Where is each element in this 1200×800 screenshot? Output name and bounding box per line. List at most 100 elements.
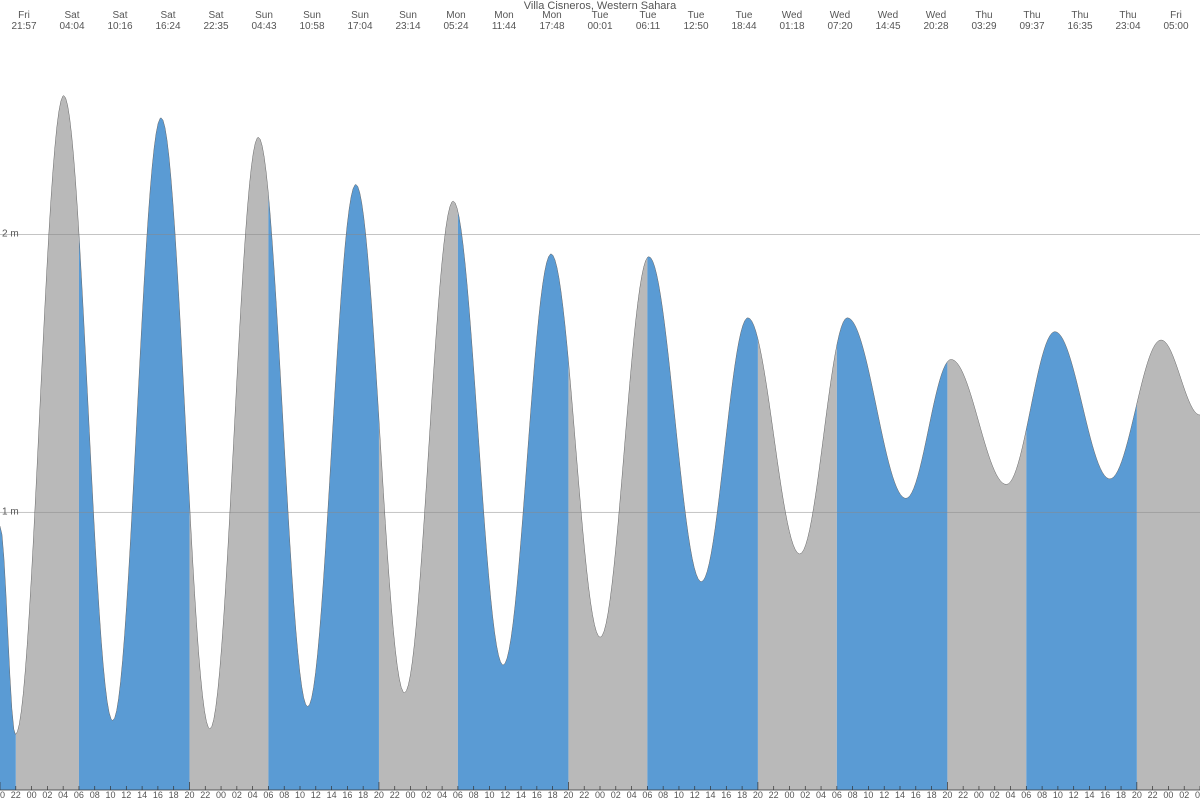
bottom-hour-label: 02 <box>1179 790 1189 800</box>
bottom-hour-label: 08 <box>279 790 289 800</box>
top-time-label: Mon05:24 <box>443 10 468 32</box>
bottom-hour-label: 18 <box>548 790 558 800</box>
bottom-hour-label: 04 <box>248 790 258 800</box>
bottom-hour-label: 18 <box>169 790 179 800</box>
bottom-hour-label: 20 <box>563 790 573 800</box>
bottom-hour-label: 20 <box>753 790 763 800</box>
bottom-hour-label: 16 <box>153 790 163 800</box>
bottom-hour-label: 08 <box>848 790 858 800</box>
top-time-label: Sat16:24 <box>155 10 180 32</box>
bottom-hour-label: 04 <box>1195 790 1200 800</box>
bottom-hour-label: 06 <box>642 790 652 800</box>
top-time-label: Fri05:00 <box>1163 10 1188 32</box>
bottom-hour-label: 08 <box>469 790 479 800</box>
bottom-hour-label: 14 <box>137 790 147 800</box>
bottom-hour-label: 02 <box>800 790 810 800</box>
bottom-hour-label: 02 <box>232 790 242 800</box>
top-time-label: Wed20:28 <box>923 10 948 32</box>
bottom-hour-label: 06 <box>1021 790 1031 800</box>
bottom-hour-label: 10 <box>106 790 116 800</box>
top-time-label: Sat10:16 <box>107 10 132 32</box>
bottom-hour-label: 18 <box>927 790 937 800</box>
bottom-hour-label: 08 <box>1037 790 1047 800</box>
bottom-hour-label: 04 <box>58 790 68 800</box>
bottom-hour-label: 12 <box>879 790 889 800</box>
bottom-hour-label: 22 <box>11 790 21 800</box>
bottom-hour-label: 06 <box>832 790 842 800</box>
bottom-hour-label: 02 <box>990 790 1000 800</box>
bottom-hour-label: 20 <box>1132 790 1142 800</box>
bottom-hour-label: 06 <box>453 790 463 800</box>
bottom-hour-label: 00 <box>216 790 226 800</box>
tide-chart: Villa Cisneros, Western Sahara Fri21:57S… <box>0 0 1200 800</box>
bottom-hour-label: 06 <box>74 790 84 800</box>
bottom-hour-label: 12 <box>121 790 131 800</box>
bottom-hour-label: 08 <box>90 790 100 800</box>
top-time-label: Wed14:45 <box>875 10 900 32</box>
bottom-hour-label: 00 <box>974 790 984 800</box>
bottom-hour-label: 08 <box>658 790 668 800</box>
bottom-hour-label: 20 <box>0 790 5 800</box>
bottom-hour-label: 22 <box>200 790 210 800</box>
bottom-hour-label: 02 <box>42 790 52 800</box>
bottom-hour-label: 18 <box>358 790 368 800</box>
bottom-hour-label: 10 <box>484 790 494 800</box>
bottom-hour-label: 00 <box>27 790 37 800</box>
bottom-hour-label: 02 <box>611 790 621 800</box>
top-time-label: Fri21:57 <box>11 10 36 32</box>
top-time-label: Sun10:58 <box>299 10 324 32</box>
bottom-hour-label: 20 <box>942 790 952 800</box>
top-time-label: Thu16:35 <box>1067 10 1092 32</box>
top-time-label: Sun04:43 <box>251 10 276 32</box>
bottom-hour-label: 00 <box>406 790 416 800</box>
bottom-hour-label: 04 <box>627 790 637 800</box>
top-time-label: Sun17:04 <box>347 10 372 32</box>
bottom-hour-label: 16 <box>721 790 731 800</box>
bottom-hour-label: 12 <box>1069 790 1079 800</box>
bottom-hour-label: 20 <box>374 790 384 800</box>
bottom-hour-label: 10 <box>863 790 873 800</box>
bottom-hour-label: 10 <box>674 790 684 800</box>
bottom-hour-label: 16 <box>1100 790 1110 800</box>
top-time-label: Tue00:01 <box>587 10 612 32</box>
bottom-hour-label: 18 <box>737 790 747 800</box>
top-time-label: Sat04:04 <box>59 10 84 32</box>
bottom-hour-label: 14 <box>327 790 337 800</box>
bottom-hour-label: 22 <box>579 790 589 800</box>
bottom-hour-label: 18 <box>1116 790 1126 800</box>
top-time-label: Thu23:04 <box>1115 10 1140 32</box>
bottom-hour-label: 04 <box>1006 790 1016 800</box>
bottom-hour-label: 12 <box>500 790 510 800</box>
tide-svg <box>0 0 1200 800</box>
bottom-hour-label: 04 <box>437 790 447 800</box>
top-time-label: Wed01:18 <box>779 10 804 32</box>
bottom-hour-label: 06 <box>263 790 273 800</box>
top-time-label: Sat22:35 <box>203 10 228 32</box>
top-time-label: Tue12:50 <box>683 10 708 32</box>
bottom-hour-label: 12 <box>311 790 321 800</box>
bottom-hour-label: 14 <box>895 790 905 800</box>
bottom-hour-label: 10 <box>1053 790 1063 800</box>
bottom-hour-label: 22 <box>1148 790 1158 800</box>
y-tick-label: 1 m <box>2 507 19 518</box>
top-time-label: Sun23:14 <box>395 10 420 32</box>
bottom-hour-label: 12 <box>690 790 700 800</box>
top-time-label: Tue18:44 <box>731 10 756 32</box>
bottom-hour-label: 16 <box>911 790 921 800</box>
top-time-label: Wed07:20 <box>827 10 852 32</box>
bottom-hour-label: 20 <box>184 790 194 800</box>
bottom-hour-label: 10 <box>295 790 305 800</box>
top-time-label: Mon11:44 <box>492 10 516 32</box>
bottom-hour-label: 00 <box>1163 790 1173 800</box>
bottom-hour-label: 14 <box>706 790 716 800</box>
bottom-hour-label: 16 <box>342 790 352 800</box>
bottom-hour-label: 00 <box>595 790 605 800</box>
bottom-hour-label: 02 <box>421 790 431 800</box>
bottom-hour-label: 14 <box>1084 790 1094 800</box>
top-time-labels: Fri21:57 Sat04:04 Sat10:16 Sat16:24 Sat22:35… <box>0 10 1200 34</box>
top-time-label: Thu03:29 <box>971 10 996 32</box>
bottom-hour-label: 16 <box>532 790 542 800</box>
bottom-hour-label: 14 <box>516 790 526 800</box>
bottom-hour-label: 04 <box>816 790 826 800</box>
y-tick-label: 2 m <box>2 229 19 240</box>
